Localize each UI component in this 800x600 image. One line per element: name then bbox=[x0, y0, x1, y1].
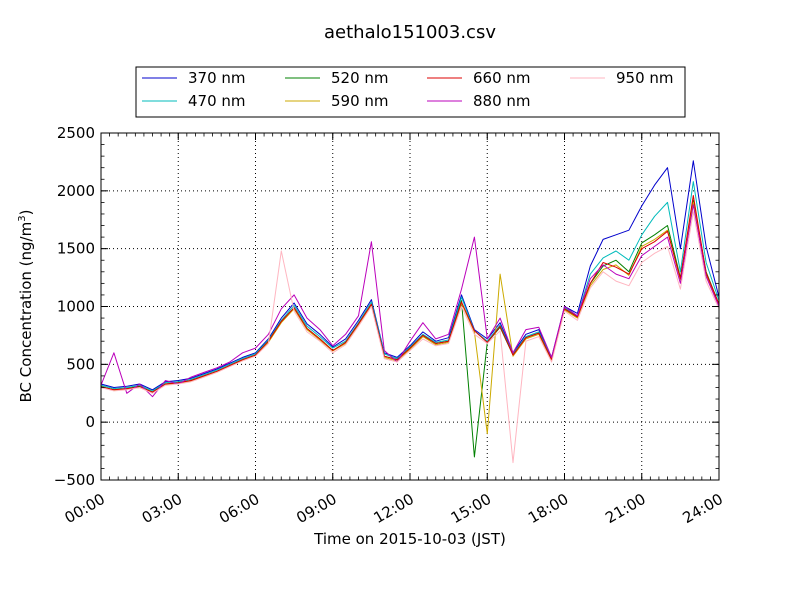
y-axis-label-superscript: 3 bbox=[17, 215, 28, 221]
series-line-590-nm bbox=[100, 201, 720, 435]
series-line-950-nm bbox=[100, 211, 720, 464]
legend-label: 590 nm bbox=[331, 92, 389, 110]
y-tick-label: 2500 bbox=[57, 124, 95, 142]
y-tick-label: 0 bbox=[85, 413, 95, 431]
series-line-880-nm bbox=[100, 204, 720, 398]
y-axis-label-end: ) bbox=[17, 210, 35, 216]
plot-area bbox=[100, 132, 720, 481]
series-line-370-nm bbox=[100, 160, 720, 391]
series-line-660-nm bbox=[100, 195, 720, 393]
x-axis-label: Time on 2015-10-03 (JST) bbox=[313, 530, 506, 548]
legend: 370 nm 470 nm 520 nm 590 nm 660 nm 880 nm 950 … bbox=[135, 66, 686, 118]
series-layer bbox=[100, 160, 720, 464]
plot-frame bbox=[100, 132, 720, 481]
y-axis-label-main: BC Concentration (ng/m bbox=[17, 222, 35, 403]
y-tick-label: 500 bbox=[66, 355, 95, 373]
y-tick-labels: −500 0 500 1000 1500 2000 2500 bbox=[54, 124, 95, 489]
y-axis-label: BC Concentration (ng/m3) bbox=[17, 210, 35, 403]
grid bbox=[101, 133, 719, 480]
y-tick-label: 2000 bbox=[57, 182, 95, 200]
legend-label: 470 nm bbox=[188, 92, 246, 110]
y-tick-label: −500 bbox=[54, 471, 95, 489]
y-tick-label: 1000 bbox=[57, 298, 95, 316]
legend-label: 950 nm bbox=[616, 69, 674, 87]
y-tick-label: 1500 bbox=[57, 240, 95, 258]
legend-box bbox=[135, 66, 686, 118]
legend-label: 370 nm bbox=[188, 69, 246, 87]
legend-label: 880 nm bbox=[473, 92, 531, 110]
chart-title: aethalo151003.csv bbox=[324, 22, 496, 43]
series-line-470-nm bbox=[100, 181, 720, 392]
legend-label: 660 nm bbox=[473, 69, 531, 87]
legend-label: 520 nm bbox=[331, 69, 389, 87]
legend-items: 370 nm 470 nm 520 nm 590 nm 660 nm 880 nm 950 … bbox=[142, 69, 674, 110]
